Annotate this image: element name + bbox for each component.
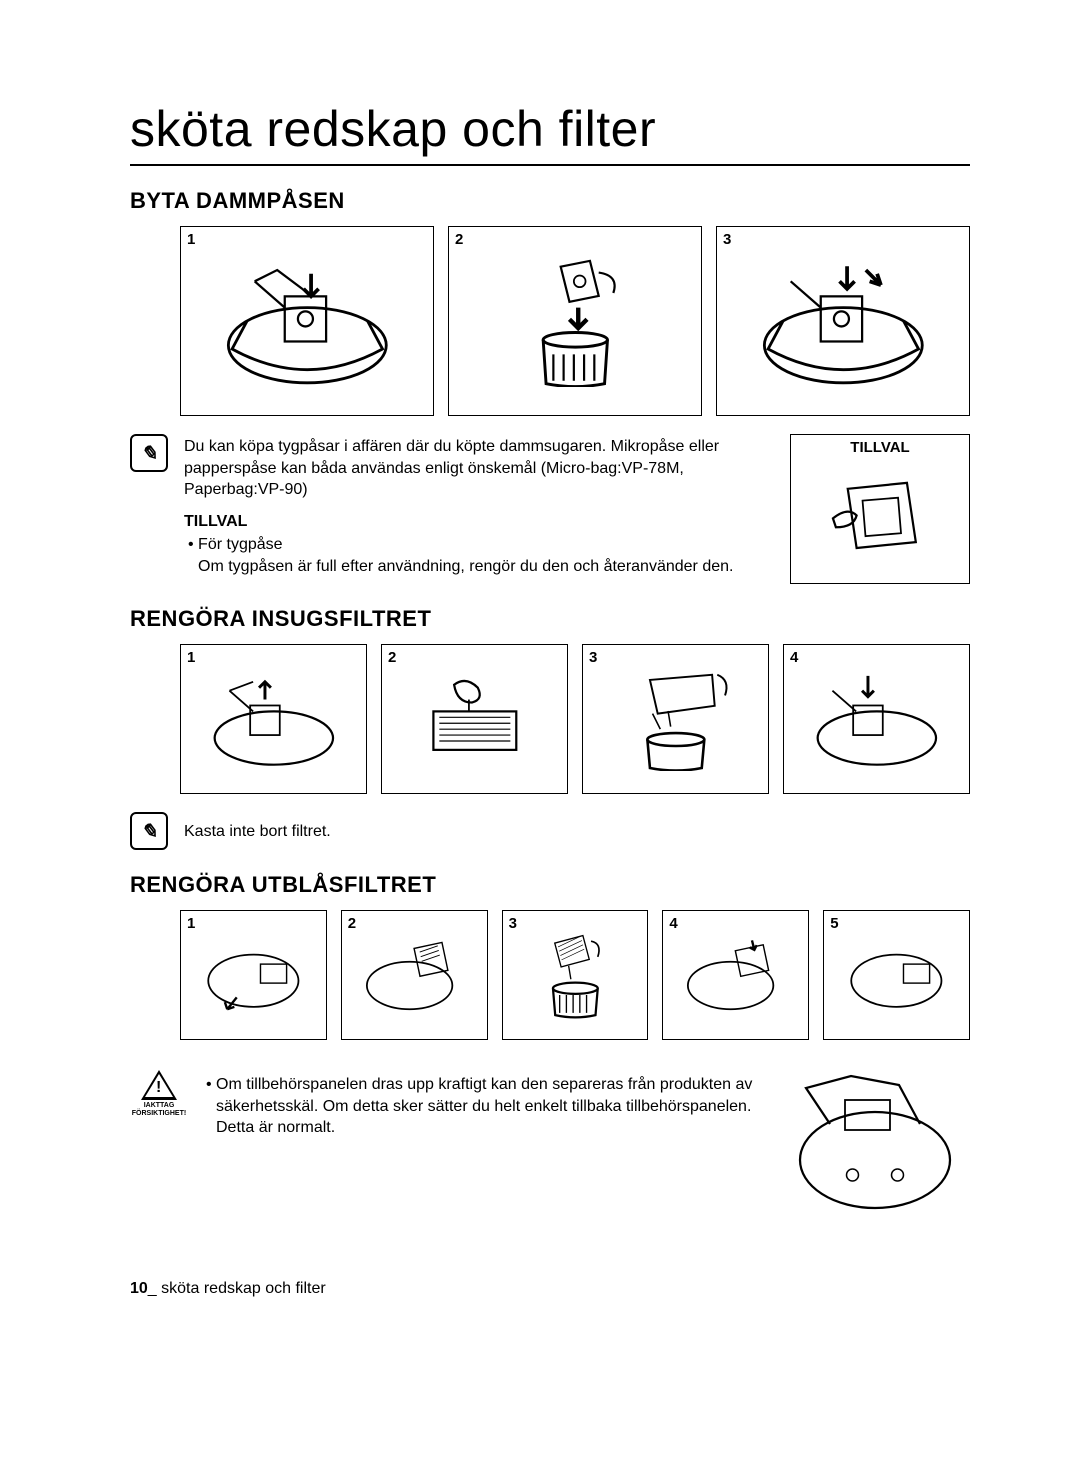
illustration-tap-filter <box>600 667 752 771</box>
note-text: Kasta inte bort filtret. <box>184 821 970 843</box>
page-number: 10 <box>130 1280 148 1297</box>
illustration-open-lid <box>198 667 350 771</box>
figure-number: 4 <box>790 649 798 666</box>
figure-step: 3 <box>716 226 970 416</box>
section-heading: RENGÖRA UTBLÅSFILTRET <box>130 872 970 898</box>
footer-text: sköta redskap och filter <box>157 1280 326 1297</box>
illustration-remove-filter <box>399 667 551 771</box>
note-icon: ✎ <box>130 812 168 850</box>
note-text: Du kan köpa tygpåsar i affären där du kö… <box>184 436 774 584</box>
section-heading: BYTA DAMMPÅSEN <box>130 188 970 214</box>
figure-number: 3 <box>723 231 731 248</box>
figure-number: 1 <box>187 915 195 932</box>
figure-number: 2 <box>388 649 396 666</box>
figure-step: 4 <box>662 910 809 1040</box>
caution-icon: ! IAKTTAG FÖRSIKTIGHET! <box>130 1070 188 1117</box>
illustration-empty-bag <box>472 255 679 387</box>
note-row: ✎ Kasta inte bort filtret. <box>130 812 970 850</box>
note-body: Du kan köpa tygpåsar i affären där du kö… <box>184 438 719 498</box>
tillval-body: Om tygpåsen är full efter användning, re… <box>184 556 774 578</box>
tillval-subheading: TILLVAL <box>184 511 774 533</box>
figure-number: 1 <box>187 649 195 666</box>
illustration-outlet-3 <box>516 930 635 1020</box>
figure-step: 3 <box>502 910 649 1040</box>
figure-number: 3 <box>589 649 597 666</box>
page-footer: 10_ sköta redskap och filter <box>130 1280 970 1298</box>
illustration-outlet-1 <box>194 930 313 1020</box>
caution-label: IAKTTAG FÖRSIKTIGHET! <box>130 1102 188 1117</box>
figure-step: 5 <box>823 910 970 1040</box>
figure-step: 1 <box>180 910 327 1040</box>
warning-triangle-icon: ! <box>141 1070 177 1100</box>
figure-step: 1 <box>180 644 367 794</box>
figure-step: 2 <box>448 226 702 416</box>
note-icon: ✎ <box>130 434 168 472</box>
tillval-figure-box: TILLVAL <box>790 434 970 584</box>
figure-number: 1 <box>187 231 195 248</box>
figure-number: 4 <box>669 915 677 932</box>
illustration-cloth-bag <box>818 474 943 563</box>
figure-row: 1 2 3 <box>180 910 970 1040</box>
figure-step: 2 <box>341 910 488 1040</box>
caution-illustration <box>780 1070 970 1220</box>
figure-number: 2 <box>455 231 463 248</box>
figure-number: 3 <box>509 915 517 932</box>
caution-row: ! IAKTTAG FÖRSIKTIGHET! • Om tillbehörsp… <box>130 1070 970 1220</box>
section-utblasfiltret: RENGÖRA UTBLÅSFILTRET 1 2 <box>130 872 970 1220</box>
section-heading: RENGÖRA INSUGSFILTRET <box>130 606 970 632</box>
page-title: sköta redskap och filter <box>130 100 970 166</box>
illustration-outlet-2 <box>355 930 474 1020</box>
caution-text: • Om tillbehörspanelen dras upp kraftigt… <box>202 1074 766 1139</box>
figure-step: 2 <box>381 644 568 794</box>
tillval-box-label: TILLVAL <box>791 439 969 456</box>
footer-sep: _ <box>148 1280 157 1297</box>
section-insugsfiltret: RENGÖRA INSUGSFILTRET 1 2 <box>130 606 970 850</box>
illustration-reinsert-filter <box>801 667 953 771</box>
figure-number: 5 <box>830 915 838 932</box>
figure-number: 2 <box>348 915 356 932</box>
note-row: ✎ Du kan köpa tygpåsar i affären där du … <box>130 434 970 584</box>
illustration-vacuum-open <box>204 255 411 387</box>
section-byta-dammpasen: BYTA DAMMPÅSEN 1 2 <box>130 188 970 584</box>
figure-step: 3 <box>582 644 769 794</box>
illustration-outlet-4 <box>676 930 795 1020</box>
illustration-outlet-5 <box>837 930 956 1020</box>
figure-row: 1 2 3 <box>180 644 970 794</box>
figure-step: 1 <box>180 226 434 416</box>
illustration-vacuum-insert <box>740 255 947 387</box>
figure-row: 1 2 <box>180 226 970 416</box>
tillval-bullet: • För tygpåse <box>184 534 774 556</box>
figure-step: 4 <box>783 644 970 794</box>
